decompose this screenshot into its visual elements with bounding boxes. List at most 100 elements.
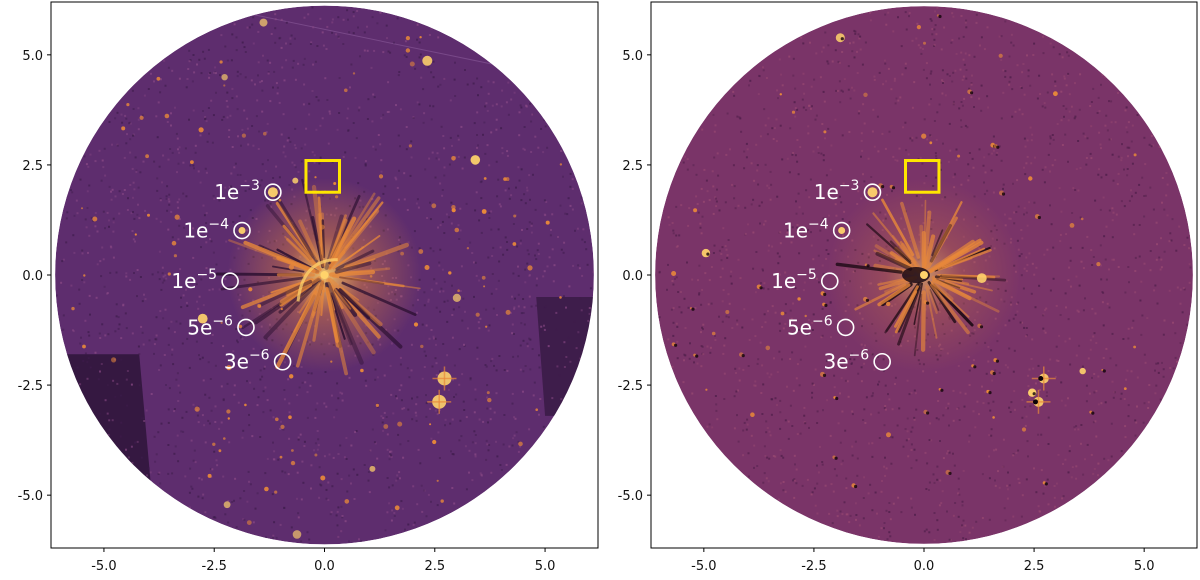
noise-pixel [733, 94, 736, 97]
noise-pixel [218, 288, 221, 291]
noise-pixel [779, 273, 782, 276]
noise-pixel [181, 416, 184, 419]
noise-pixel [737, 440, 740, 443]
background-source [223, 84, 226, 87]
noise-pixel [1097, 173, 1100, 176]
noise-pixel [792, 57, 795, 60]
noise-pixel [960, 183, 963, 186]
noise-pixel [170, 210, 173, 213]
noise-pixel [544, 125, 547, 128]
noise-pixel [942, 457, 945, 460]
background-source [559, 296, 562, 299]
noise-pixel [251, 125, 254, 127]
noise-pixel [1039, 510, 1042, 513]
noise-pixel [1178, 225, 1181, 228]
noise-pixel [1074, 82, 1076, 85]
noise-pixel [276, 92, 279, 95]
noise-pixel [432, 337, 435, 340]
noise-pixel [758, 74, 760, 77]
noise-pixel [1138, 224, 1141, 226]
speckle-ray [330, 292, 353, 346]
noise-pixel [1067, 72, 1070, 75]
noise-pixel [808, 104, 811, 107]
noise-pixel [306, 391, 309, 394]
noise-pixel [1154, 392, 1157, 395]
noise-pixel [303, 440, 306, 443]
noise-pixel [79, 178, 82, 181]
noise-pixel [543, 324, 545, 327]
noise-pixel [86, 190, 89, 193]
noise-pixel [424, 354, 427, 357]
noise-pixel [454, 95, 457, 97]
noise-pixel [962, 469, 965, 472]
noise-pixel [845, 345, 848, 348]
background-sources [71, 18, 563, 539]
noise-pixel [495, 369, 498, 372]
noise-pixel [936, 478, 939, 481]
noise-pixel [422, 88, 425, 91]
noise-pixel [513, 416, 516, 419]
noise-pixel [1037, 505, 1040, 508]
noise-pixel [806, 478, 809, 481]
noise-pixel [202, 493, 205, 496]
noise-pixel [1093, 373, 1096, 375]
noise-pixel [143, 293, 145, 296]
noise-pixel [959, 391, 962, 394]
noise-pixel [1125, 126, 1128, 129]
noise-pixel [852, 41, 855, 44]
noise-pixel [701, 326, 704, 329]
noise-pixel [888, 398, 891, 401]
background-source [212, 442, 216, 446]
noise-pixel [214, 405, 217, 408]
noise-pixel [330, 511, 333, 514]
noise-pixel [435, 306, 438, 309]
noise-pixel [1003, 507, 1006, 510]
noise-pixel [991, 379, 994, 382]
noise-pixel [789, 309, 792, 312]
noise-pixel [1172, 321, 1174, 324]
contrast-base: 3e [224, 350, 249, 374]
noise-pixel [833, 468, 836, 471]
noise-pixel [804, 422, 807, 425]
contrast-exponent: −5 [796, 267, 817, 283]
noise-pixel [1002, 69, 1005, 72]
x-tick-label: 5.0 [1134, 559, 1155, 574]
noise-pixel [242, 429, 245, 432]
noise-pixel [125, 272, 128, 275]
noise-pixel [384, 529, 387, 532]
noise-pixel [945, 406, 948, 409]
speckle-ray [941, 247, 986, 268]
noise-pixel [178, 218, 181, 221]
noise-pixel [1013, 211, 1016, 214]
noise-pixel [204, 118, 207, 121]
noise-pixel [963, 63, 966, 66]
noise-pixel [762, 481, 765, 484]
noise-pixel [421, 510, 424, 513]
noise-pixel [1071, 212, 1074, 214]
noise-pixel [796, 363, 799, 366]
noise-pixel [1061, 144, 1064, 146]
noise-pixel [694, 307, 697, 309]
noise-pixel [275, 165, 278, 168]
noise-pixel [1175, 249, 1178, 252]
background-source [485, 325, 488, 328]
noise-pixel [196, 63, 198, 66]
noise-pixel [953, 464, 956, 467]
noise-pixel [560, 150, 563, 152]
noise-pixel [429, 104, 431, 107]
noise-pixel [758, 75, 761, 78]
noise-pixel [185, 301, 188, 304]
noise-pixel [1067, 279, 1070, 282]
noise-pixel [1010, 401, 1013, 404]
noise-pixel [1134, 270, 1137, 272]
noise-pixel [820, 152, 823, 155]
noise-pixel [878, 71, 881, 74]
noise-pixel [908, 393, 911, 396]
noise-pixel [479, 472, 482, 475]
noise-pixel [683, 297, 686, 300]
noise-pixel [1060, 90, 1063, 93]
source-residual [973, 365, 977, 369]
noise-pixel [131, 89, 134, 92]
noise-pixel [405, 148, 408, 151]
noise-pixel [1030, 162, 1033, 165]
